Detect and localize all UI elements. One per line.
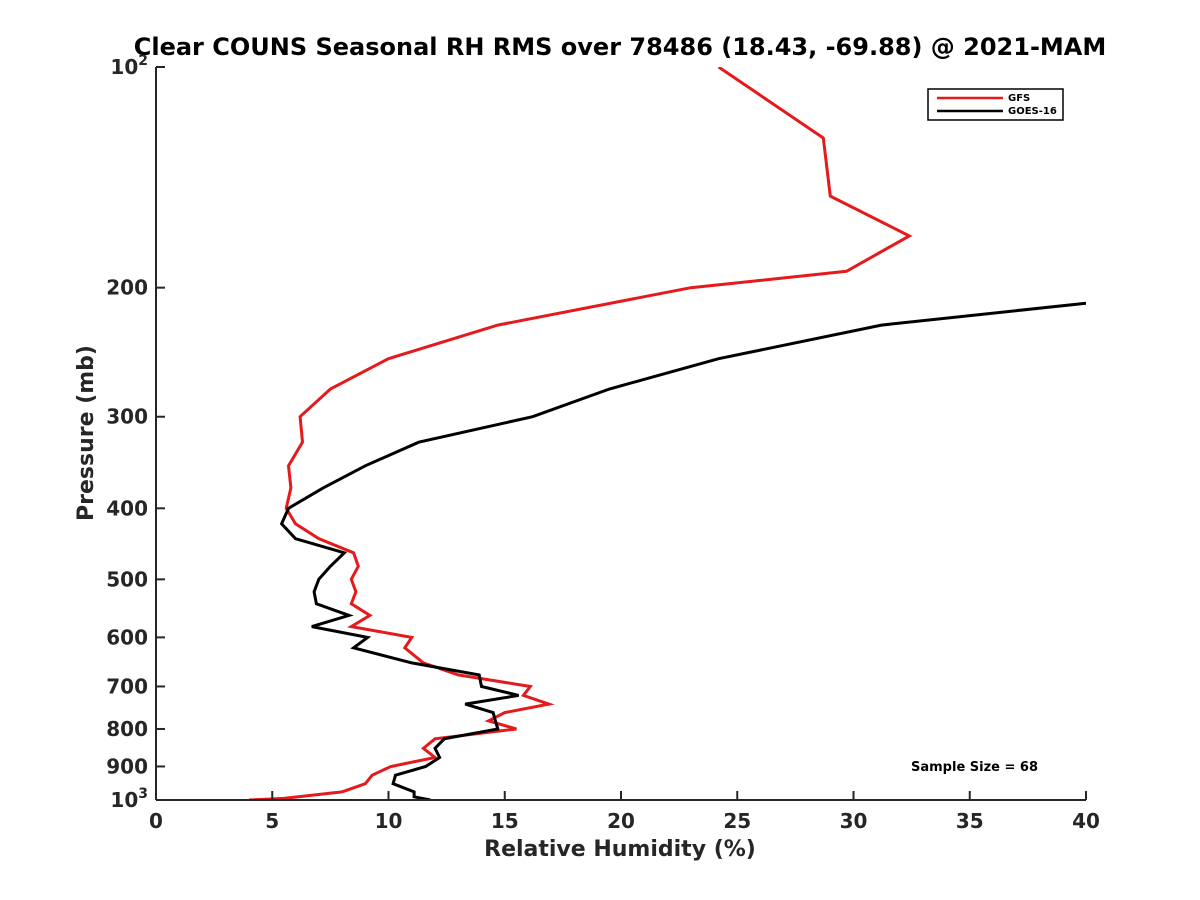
y-tick-label: 400 bbox=[106, 496, 148, 520]
x-tick-label: 5 bbox=[265, 809, 279, 833]
chart-title: Clear COUNS Seasonal RH RMS over 78486 (… bbox=[134, 33, 1107, 61]
legend-box bbox=[927, 88, 1064, 121]
x-tick-label: 35 bbox=[956, 809, 984, 833]
x-tick-label: 15 bbox=[491, 809, 519, 833]
y-tick-label: 102 bbox=[110, 53, 148, 79]
sample-size-annotation: Sample Size = 68 bbox=[911, 760, 1038, 775]
y-tick-label: 600 bbox=[106, 625, 148, 649]
x-tick-label: 25 bbox=[723, 809, 751, 833]
y-tick-label: 900 bbox=[106, 754, 148, 778]
y-axis-label: Pressure (mb) bbox=[74, 345, 99, 521]
axes: 0 5 10 15 20 25 30 35 40 102 200 300 400 500 600 700 800… bbox=[106, 53, 1100, 833]
plot-area bbox=[248, 67, 1086, 800]
series-line-goes16 bbox=[279, 301, 1086, 800]
y-tick-label: 500 bbox=[106, 567, 148, 591]
x-tick-label: 40 bbox=[1072, 809, 1100, 833]
y-tick-label: 103 bbox=[110, 786, 148, 812]
y-tick-label: 200 bbox=[106, 276, 148, 300]
legend: GFS GOES-16 bbox=[927, 88, 1064, 121]
series-line-gfs bbox=[248, 67, 913, 800]
x-tick-label: 0 bbox=[149, 809, 163, 833]
legend-label-gfs: GFS bbox=[1008, 93, 1030, 104]
x-tick-label: 10 bbox=[375, 809, 403, 833]
y-tick-label: 300 bbox=[106, 405, 148, 429]
y-tick-label: 800 bbox=[106, 717, 148, 741]
y-tick-label: 700 bbox=[106, 674, 148, 698]
x-axis-label: Relative Humidity (%) bbox=[484, 837, 756, 862]
x-tick-label: 30 bbox=[840, 809, 868, 833]
x-tick-label: 20 bbox=[607, 809, 635, 833]
legend-label-goes16: GOES-16 bbox=[1008, 106, 1057, 117]
